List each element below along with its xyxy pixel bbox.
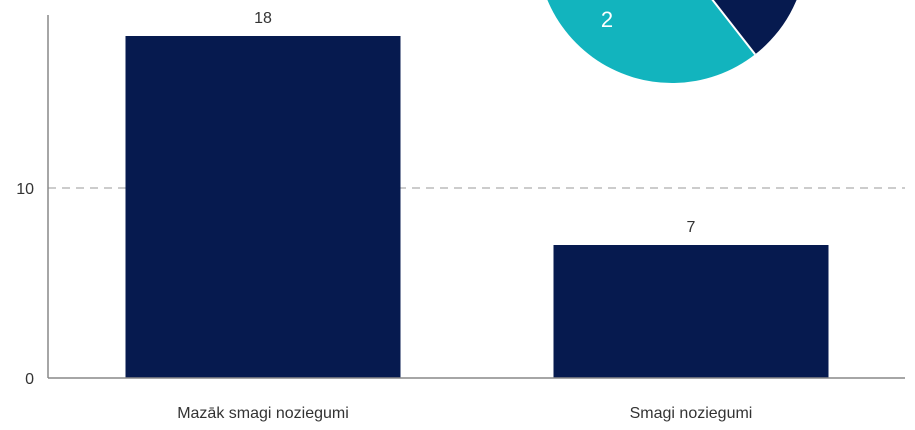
bar-1 [125, 36, 401, 378]
pie-chart: 2 [547, 0, 797, 83]
pie-slice-navy [712, 0, 797, 55]
bar-2 [553, 245, 829, 378]
pie-slice-label: 2 [601, 7, 613, 32]
bar-chart: 0 10 18 Mazāk smagi noziegumi 7 Smagi noziegu… [16, 10, 905, 422]
bar-data-label: 7 [687, 219, 696, 236]
x-category-label: Smagi noziegumi [630, 405, 753, 422]
y-tick-label: 10 [16, 181, 34, 198]
x-category-label: Mazāk smagi noziegumi [177, 405, 349, 422]
bar-data-label: 18 [254, 10, 272, 27]
y-tick-label: 0 [25, 371, 34, 388]
pie-slice-separator [711, 0, 756, 55]
pie-slice-teal [547, 0, 756, 83]
